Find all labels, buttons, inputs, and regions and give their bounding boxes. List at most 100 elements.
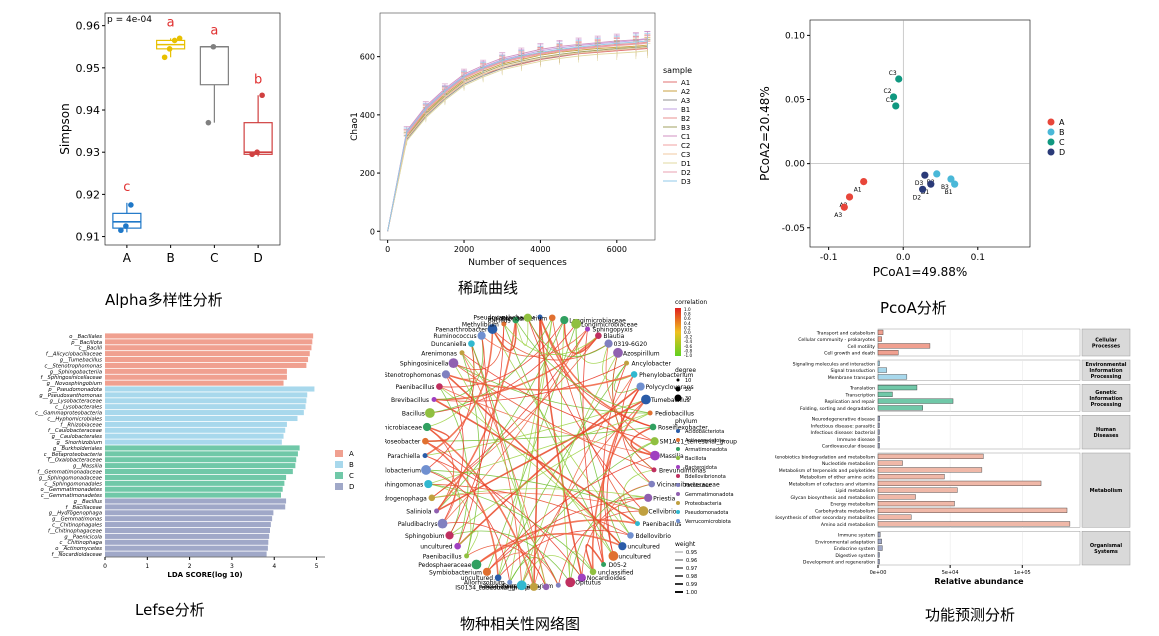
network-edge xyxy=(457,335,487,547)
function-bar xyxy=(877,480,1042,486)
function-bar xyxy=(877,494,916,500)
network-edge xyxy=(436,398,647,512)
network-node-label: uncultured xyxy=(420,544,453,551)
lefse-xlabel: LDA SCORE(log 10) xyxy=(167,571,242,579)
network-phylum-label: Pseudomonadota xyxy=(685,510,728,516)
network-phylum-label: Firmicutes xyxy=(685,483,711,489)
lefse-bar xyxy=(105,404,306,410)
rarefaction-legend-label: A2 xyxy=(681,88,690,96)
function-facet-label: Human xyxy=(1096,427,1116,433)
network-node-label: Duncaniella xyxy=(431,341,467,348)
network-edge xyxy=(424,329,494,457)
network-edge xyxy=(461,352,480,557)
alpha-point xyxy=(210,43,217,50)
network-node xyxy=(555,582,561,588)
lefse-category-label: f__Oxalobacteraceae xyxy=(48,458,102,464)
network-node-label: SM1A11_terrestrial_group xyxy=(660,439,738,446)
network-phylum-swatch xyxy=(676,492,680,496)
network-node-label: Parachiella xyxy=(387,453,420,460)
network-edge xyxy=(425,440,559,586)
rarefaction-legend-title: sample xyxy=(663,66,692,75)
network-colorbar-title: correlation xyxy=(675,299,707,306)
network-node xyxy=(431,397,437,403)
network-phylum-label: Gemmatimonadota xyxy=(685,492,734,498)
lefse-bar xyxy=(105,333,314,339)
rarefaction-xlabel: Number of sequences xyxy=(468,258,567,268)
network-degree-swatch xyxy=(674,394,682,402)
network-node-label: Bacillus xyxy=(488,318,511,325)
lefse-category-label: f__Alicyclobacillaceae xyxy=(46,352,102,358)
function-bar xyxy=(877,405,923,411)
function-bar xyxy=(877,350,899,356)
network-node xyxy=(436,383,443,390)
network-degree-swatch xyxy=(675,386,681,392)
network-node xyxy=(421,465,431,475)
rarefaction-plot-frame xyxy=(379,12,656,241)
function-facet-label: Metabolism xyxy=(1090,488,1123,494)
lefse-category-label: p__Pseudomonadota xyxy=(47,387,102,393)
network-graph: PseudoxanthobacterBrevibacteriumLongimic… xyxy=(365,299,738,596)
network-node xyxy=(428,494,436,502)
lefse-category-label: o__Bacillales xyxy=(69,334,102,340)
network-node-label: Tumebacillus xyxy=(650,397,690,404)
lefse-category-label: f__Caulobacteraceae xyxy=(48,428,102,434)
function-facet-label: Processes xyxy=(1092,344,1120,350)
network-node xyxy=(641,394,651,405)
function-bar xyxy=(877,501,955,507)
network-node-label: Hydrogenophaga xyxy=(385,495,427,502)
pcoa-plot-frame xyxy=(809,19,1031,248)
network-edge xyxy=(426,426,455,512)
network-node-label: Pedosphaeraceae xyxy=(418,562,471,569)
lefse-category-label: f__Rhizobiaceae xyxy=(60,422,102,428)
function-bar xyxy=(877,538,882,544)
network-node-label: uncultured xyxy=(618,553,651,560)
network-phylum-swatch xyxy=(676,447,680,451)
alpha-pvalue: p = 4e-04 xyxy=(107,15,152,25)
network-node-label: Arenimonas xyxy=(421,350,457,357)
network-node xyxy=(448,358,459,369)
alpha-ytick-label: 0.94 xyxy=(76,104,101,117)
network-node xyxy=(537,314,543,320)
network-phylum-swatch xyxy=(676,510,680,514)
pcoa-legend-label: A xyxy=(1059,118,1065,127)
network-edge xyxy=(424,455,583,578)
function-category-label: Glycan biosynthesis and metabolism xyxy=(790,495,875,501)
pcoa-point xyxy=(860,177,868,186)
rarefaction-ytick-label: 600 xyxy=(360,53,375,62)
network-weight-label: 0.95 xyxy=(686,550,697,556)
function-facet-label: Processing xyxy=(1091,402,1122,408)
network-weight-label: 1.00 xyxy=(686,590,697,596)
network-node-label: Halomonas xyxy=(489,315,523,322)
network-node xyxy=(634,521,640,527)
pcoa-ytick-label: 0.00 xyxy=(785,160,805,170)
lefse-bar xyxy=(105,457,297,463)
network-node-label: D05-2 xyxy=(609,562,627,569)
function-bar xyxy=(877,343,931,349)
lefse-category-label: o__Actinomycetes xyxy=(55,546,102,552)
lefse-bar xyxy=(105,345,312,351)
lefse-bar xyxy=(105,451,298,457)
network-node xyxy=(434,508,440,514)
network-colorbar-tick: 0.6 xyxy=(684,316,691,321)
rarefaction-legend-label: B2 xyxy=(681,115,690,123)
network-colorbar-tick: 0.4 xyxy=(684,321,691,326)
lefse-category-label: c__Gemmatimonadetes xyxy=(41,493,102,499)
network-colorbar-tick: -0.8 xyxy=(684,348,693,353)
network-phylum-swatch xyxy=(676,519,680,523)
network-node xyxy=(601,561,607,567)
network-phylum-label: Proteobacteria xyxy=(685,501,722,507)
network-phylum-title: phylum xyxy=(675,418,698,425)
function-bar xyxy=(877,532,881,538)
network-node-label: Ruminococcus xyxy=(433,333,476,340)
lefse-category-label: c__Lysobacterales xyxy=(55,405,102,411)
network-edge xyxy=(453,362,655,471)
network-edge xyxy=(623,469,655,524)
network-node xyxy=(477,331,486,340)
alpha-point xyxy=(118,227,124,234)
function-bar xyxy=(877,336,882,342)
function-category-label: Lipid metabolism xyxy=(836,488,876,494)
network-phylum-label: Bdellovibrionota xyxy=(685,474,726,480)
network-edge xyxy=(497,362,627,578)
network-node xyxy=(648,480,656,488)
network-edge xyxy=(434,335,484,400)
